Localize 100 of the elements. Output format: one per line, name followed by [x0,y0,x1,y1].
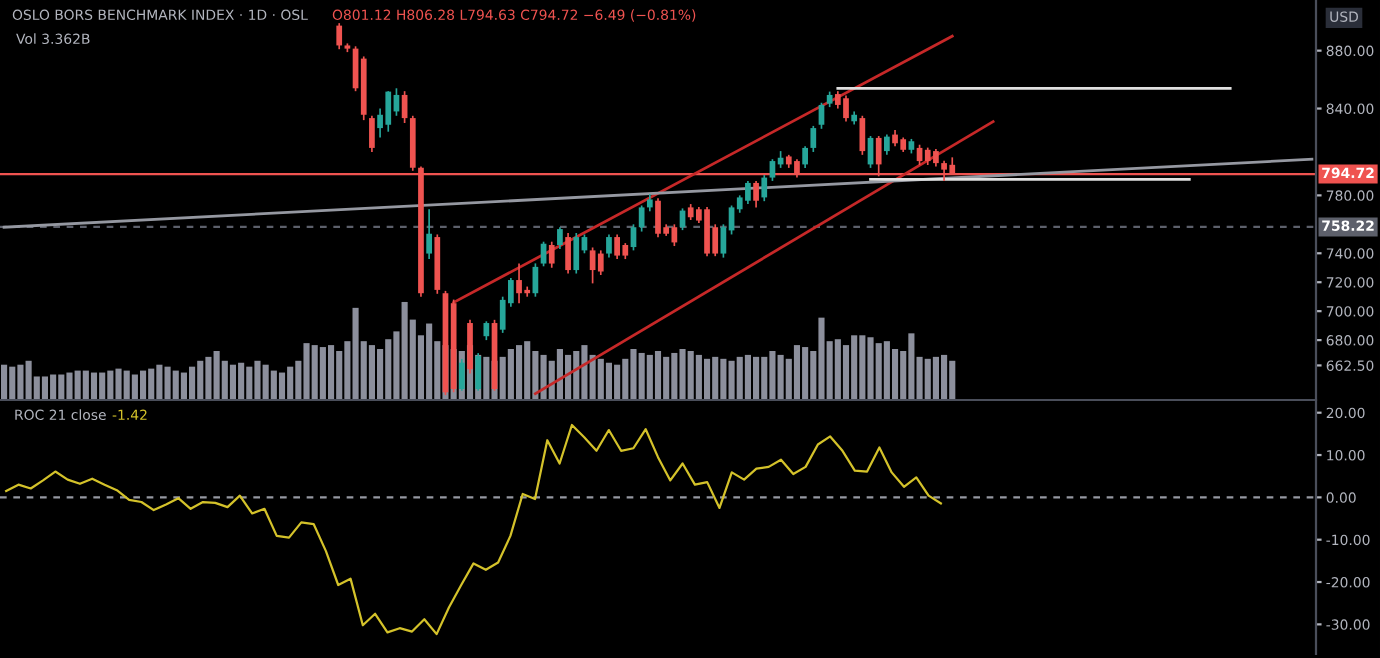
candlestick [369,114,375,153]
bar [99,372,106,400]
candlestick [597,249,604,276]
bar [311,345,318,400]
bar [107,370,114,400]
bar [753,356,760,400]
bar [180,372,187,400]
candlestick [385,90,392,133]
bar [695,354,702,400]
bar [818,317,825,400]
bar [605,362,613,400]
bar [270,370,277,400]
bar [524,341,531,400]
candlestick [843,94,849,123]
line-series [5,423,942,636]
candlestick [802,145,808,169]
bar [597,358,604,400]
bar [9,366,16,400]
bar [205,356,212,400]
bar [867,337,874,400]
bar [123,370,130,400]
bar [327,345,335,400]
bar [197,360,204,400]
candlestick [573,232,580,275]
bar [638,352,645,400]
candlestick [884,133,890,156]
bar [654,350,662,400]
candlestick [606,233,612,259]
bar [663,356,670,400]
bar [426,323,433,400]
bar [703,358,711,400]
bar [499,356,506,400]
bar [189,366,196,400]
candlestick [516,262,522,305]
bar [687,350,694,400]
bar [25,360,32,400]
candlestick [336,22,343,51]
candlestick [548,240,555,269]
bar [17,364,24,400]
bar [74,370,81,400]
bar [287,366,294,400]
bar [793,345,801,400]
candlestick [753,180,759,209]
bar [172,370,179,400]
bar [614,364,621,400]
candlestick [483,320,490,341]
candlestick [638,204,645,233]
bar [891,349,899,400]
candlestick [655,197,661,239]
candlestick [671,223,678,247]
bar [736,356,743,400]
bar [883,341,890,400]
bar [630,349,637,400]
bar [368,345,375,400]
bar [385,339,392,400]
bar [646,354,653,400]
bar [924,358,931,400]
bar [278,372,286,400]
candlestick [810,125,817,153]
bar [834,339,841,400]
candlestick [557,226,563,250]
bar [949,360,956,400]
bar [859,335,866,400]
bar [679,349,686,400]
bar [66,372,73,400]
bar [238,362,245,400]
bar [581,345,588,400]
bar [139,370,147,400]
bar [246,366,253,400]
bar [254,360,261,400]
bar [556,349,563,400]
bar [1,364,8,400]
bar [777,354,784,400]
bar [352,307,359,400]
bar [401,301,408,400]
candlestick [426,208,432,260]
bar [229,364,237,400]
bar [712,356,719,400]
bar [50,374,57,400]
bar [507,349,514,400]
bar [303,343,310,400]
bar [941,354,948,400]
candlestick [859,114,866,156]
bar [319,347,326,400]
bar [156,364,163,400]
candlestick [704,206,710,258]
bar [744,354,751,400]
bar [671,352,678,400]
bar [164,366,171,400]
bar [131,374,138,400]
bar [90,372,98,400]
bar [213,350,220,400]
bar [58,374,65,400]
bar [82,370,89,400]
bar [720,358,727,400]
bar [769,350,776,400]
bar [728,360,735,400]
candlestick [614,233,620,260]
bar [148,368,155,400]
bar [908,333,915,400]
